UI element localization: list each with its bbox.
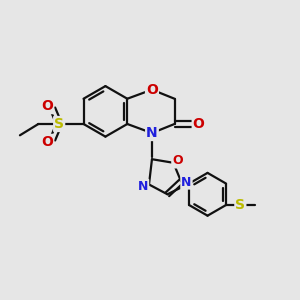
Text: S: S [54,117,64,131]
Text: N: N [146,126,158,140]
Text: N: N [138,180,148,193]
Text: N: N [181,176,192,189]
Text: O: O [41,99,53,113]
Text: O: O [193,117,205,131]
Text: O: O [172,154,183,167]
Text: S: S [235,198,245,212]
Text: O: O [146,83,158,97]
Text: O: O [41,135,53,149]
